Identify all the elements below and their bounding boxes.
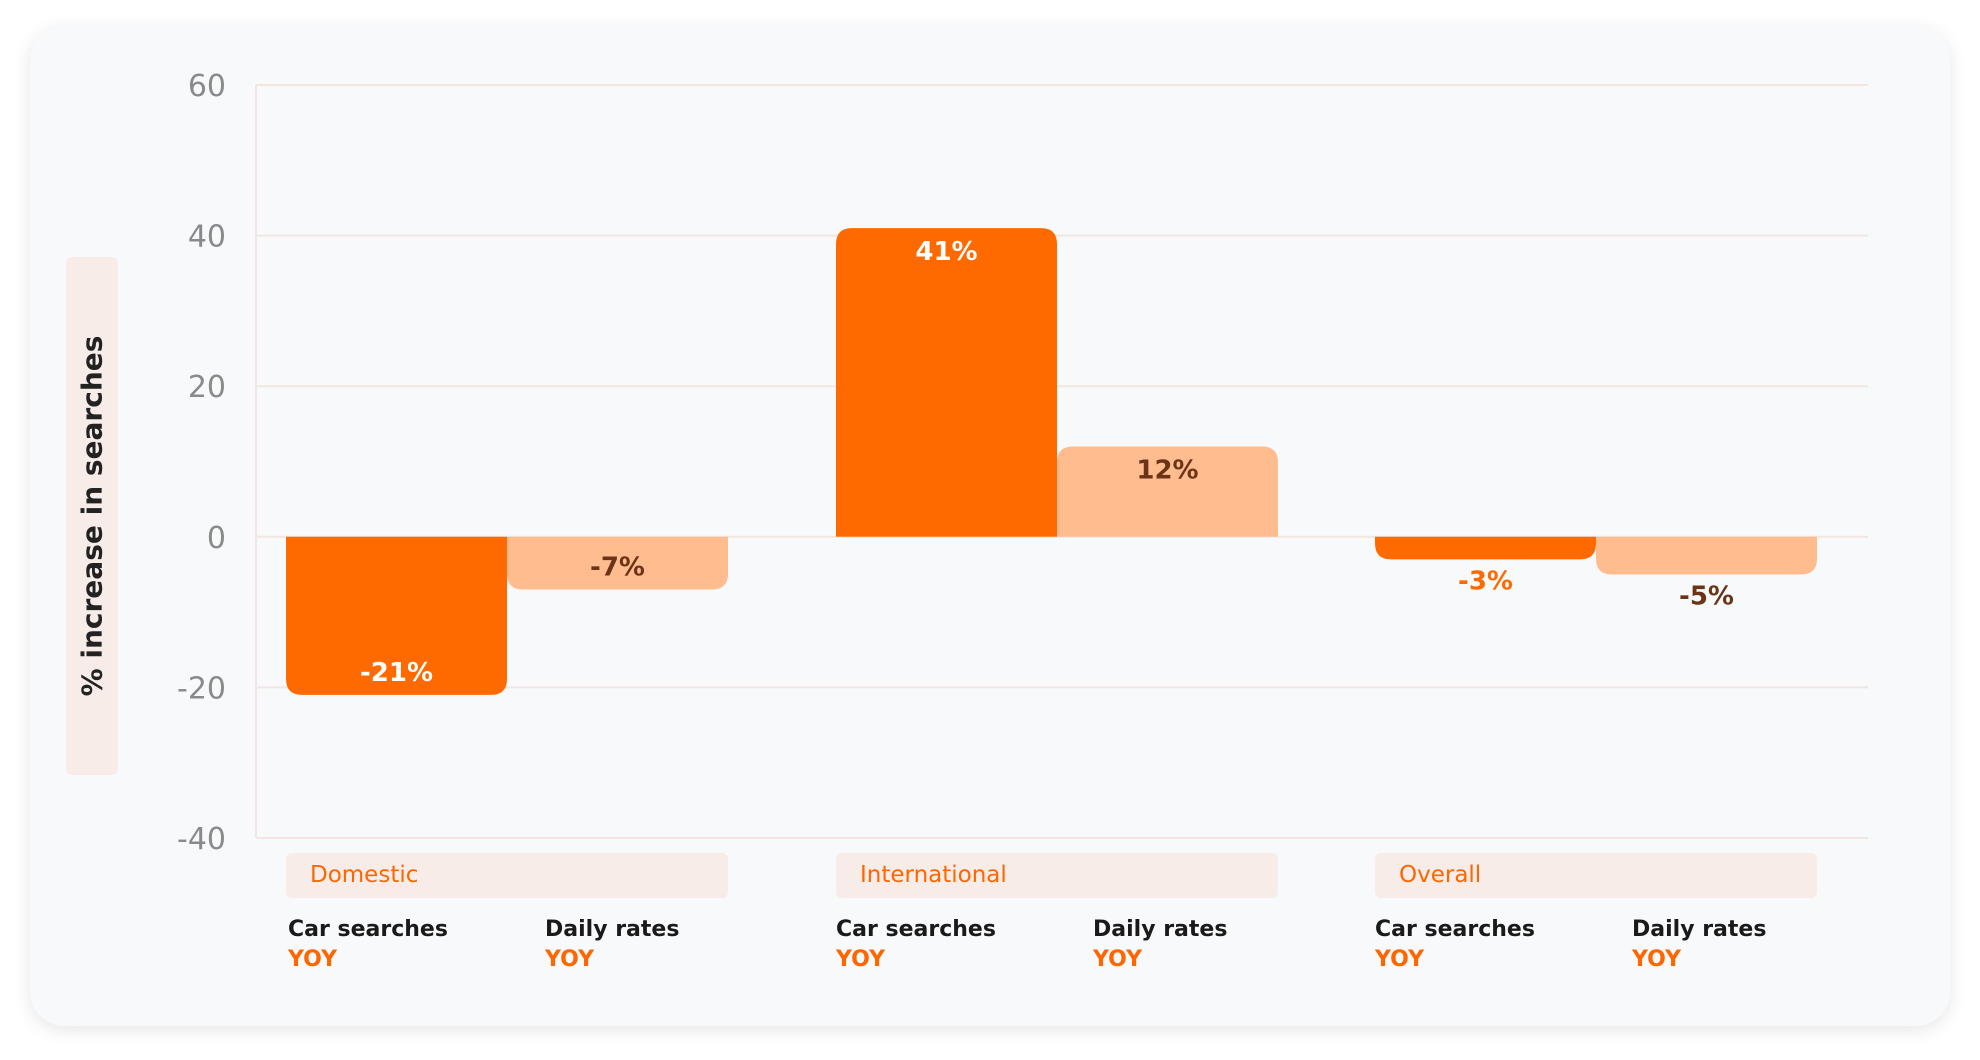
data-labels: -21% -7% 41% 12% -3% -5%: [360, 237, 1734, 688]
category-metric: YOY: [1632, 947, 1681, 972]
y-tick-label: 60: [188, 69, 226, 104]
data-label: -3%: [1458, 566, 1513, 596]
group-box-domestic: Domestic: [286, 853, 728, 898]
group-name-international: International: [860, 862, 1007, 888]
group-box-international: International: [836, 853, 1278, 898]
y-axis-ticks: 60 40 20 0 -20 -40: [177, 69, 226, 857]
category-metric: YOY: [836, 947, 885, 972]
group-name-overall: Overall: [1399, 862, 1482, 888]
group-box-overall: Overall: [1375, 853, 1817, 898]
category-label-overall-daily-rates: Daily rates YOY: [1632, 915, 1766, 975]
category-label-international-car-searches: Car searches YOY: [836, 915, 996, 975]
y-tick-label: -40: [177, 822, 226, 857]
category-metric: YOY: [1093, 947, 1142, 972]
data-label: -7%: [590, 553, 645, 583]
y-tick-label: 0: [207, 521, 226, 556]
category-label-overall-car-searches: Car searches YOY: [1375, 915, 1535, 975]
category-label-domestic-daily-rates: Daily rates YOY: [545, 915, 679, 975]
group-name-domestic: Domestic: [310, 862, 419, 888]
category-metric: YOY: [1375, 947, 1424, 972]
bar-international-daily-rates: [1057, 446, 1278, 537]
data-label: -21%: [360, 658, 433, 688]
category-label-domestic-car-searches: Car searches YOY: [288, 915, 448, 975]
y-tick-label: 40: [188, 220, 226, 255]
bars: [286, 228, 1817, 695]
category-name: Car searches: [1375, 917, 1535, 942]
bar-overall-daily-rates: [1596, 536, 1817, 575]
category-metric: YOY: [545, 947, 594, 972]
data-label: 12%: [1136, 455, 1198, 485]
bar-overall-car-searches: [1375, 536, 1596, 560]
data-label: 41%: [915, 237, 977, 267]
y-axis-label-background: [66, 257, 118, 775]
data-label: -5%: [1679, 581, 1734, 611]
category-name: Car searches: [288, 917, 448, 942]
category-name: Daily rates: [545, 917, 680, 942]
category-name: Daily rates: [1632, 917, 1767, 942]
category-name: Daily rates: [1093, 917, 1228, 942]
category-name: Car searches: [836, 917, 996, 942]
y-tick-label: -20: [177, 671, 226, 706]
bar-international-car-searches: [836, 228, 1057, 537]
category-label-international-daily-rates: Daily rates YOY: [1093, 915, 1227, 975]
bar-domestic-car-searches: [286, 536, 507, 695]
y-tick-label: 20: [188, 370, 226, 405]
category-metric: YOY: [288, 947, 337, 972]
bar-domestic-daily-rates: [507, 536, 728, 590]
